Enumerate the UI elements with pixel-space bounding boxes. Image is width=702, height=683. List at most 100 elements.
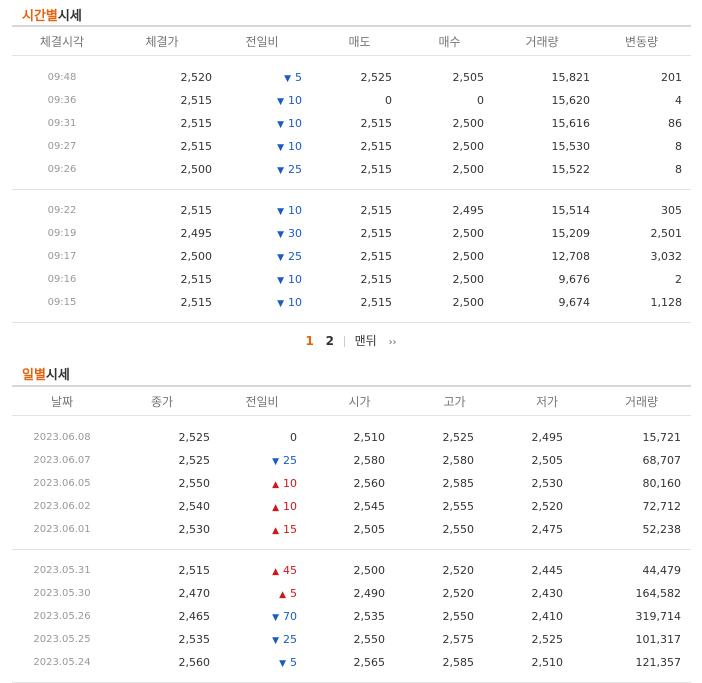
triangle-down-icon: ▼ (279, 659, 286, 669)
hourly-title-accent: 시간별 (22, 9, 58, 24)
table-row: 09:22 2,515 ▼ 10 2,515 2,495 15,514 305 (12, 199, 691, 222)
price-cell: 2,515 (180, 273, 213, 286)
change-value: 25 (288, 250, 302, 263)
close-cell: 2,525 (178, 431, 211, 444)
volume-cell: 12,708 (551, 250, 591, 263)
ask-cell: 2,515 (360, 163, 393, 176)
ask-cell: 2,525 (360, 71, 393, 84)
change-value: 30 (288, 227, 302, 240)
low-cell: 2,520 (531, 500, 564, 513)
high-cell: 2,520 (442, 564, 475, 577)
time-cell: 09:27 (47, 141, 77, 152)
ask-cell: 2,515 (360, 204, 393, 217)
bid-cell: 2,500 (452, 163, 485, 176)
hourly-header-time: 체결시각 (39, 34, 85, 49)
change-value: 10 (288, 296, 302, 309)
change-value: 10 (288, 204, 302, 217)
table-row: 09:27 2,515 ▼ 10 2,515 2,500 15,530 8 (12, 135, 691, 158)
date-cell: 2023.05.24 (33, 657, 91, 668)
hourly-row-group: 09:22 2,515 ▼ 10 2,515 2,495 15,514 305 09:19 2,4… (12, 189, 691, 322)
bid-cell: 2,500 (452, 117, 485, 130)
daily-row-group: 2023.06.08 2,525 0 2,510 2,525 2,495 15,721 202… (12, 416, 691, 549)
last-page-link[interactable]: 맨뒤 (354, 334, 377, 348)
bid-cell: 2,495 (452, 204, 485, 217)
ask-cell: 2,515 (360, 250, 393, 263)
daily-header-high: 고가 (443, 394, 466, 409)
volume-cell: 15,620 (551, 94, 591, 107)
hourly-table: 체결시각 체결가 전일비 매도 매수 거래량 변동량 09:48 2,520 ▼ 5 2,525 2,… (12, 25, 691, 323)
daily-header-open: 시가 (348, 394, 371, 409)
change-cell: ▼ 70 (210, 610, 297, 623)
volume-cell: 15,530 (551, 140, 591, 153)
time-cell: 09:19 (47, 228, 77, 239)
volume-cell: 15,522 (551, 163, 591, 176)
change-value: 10 (283, 500, 297, 513)
delta-cell: 201 (661, 71, 682, 84)
delta-cell: 8 (675, 163, 682, 176)
volume-cell: 68,707 (642, 454, 682, 467)
high-cell: 2,580 (442, 454, 475, 467)
close-cell: 2,465 (178, 610, 211, 623)
daily-section-title: 일별시세 (22, 364, 70, 383)
date-cell: 2023.05.26 (33, 611, 91, 622)
triangle-up-icon: ▲ (272, 503, 279, 513)
volume-cell: 80,160 (642, 477, 682, 490)
change-cell: ▲ 10 (210, 477, 297, 490)
triangle-down-icon: ▼ (277, 230, 284, 240)
change-cell: ▼ 25 (212, 250, 302, 263)
table-row: 09:17 2,500 ▼ 25 2,515 2,500 12,708 3,032 (12, 245, 691, 268)
change-cell: ▲ 5 (210, 587, 297, 600)
change-cell: ▼ 5 (210, 656, 297, 669)
open-cell: 2,580 (353, 454, 386, 467)
hourly-section-title: 시간별시세 (22, 5, 82, 24)
bid-cell: 2,505 (452, 71, 485, 84)
change-value: 10 (288, 140, 302, 153)
next-arrow-icon[interactable]: ›› (388, 337, 397, 348)
close-cell: 2,525 (178, 454, 211, 467)
close-cell: 2,560 (178, 656, 211, 669)
change-cell: ▼ 25 (210, 454, 297, 467)
hourly-header-change: 전일비 (245, 34, 279, 49)
table-row: 2023.05.30 2,470 ▲ 5 2,490 2,520 2,430 164,582 (12, 582, 691, 605)
close-cell: 2,550 (178, 477, 211, 490)
bid-cell: 2,500 (452, 296, 485, 309)
triangle-down-icon: ▼ (272, 613, 279, 623)
time-cell: 09:22 (47, 205, 77, 216)
change-value: 25 (283, 633, 297, 646)
volume-cell: 15,209 (551, 227, 591, 240)
open-cell: 2,545 (353, 500, 386, 513)
pager-divider (343, 336, 345, 347)
delta-cell: 3,032 (650, 250, 683, 263)
close-cell: 2,530 (178, 523, 211, 536)
change-cell: ▼ 30 (212, 227, 302, 240)
table-row: 2023.05.24 2,560 ▼ 5 2,565 2,585 2,510 121,357 (12, 651, 691, 674)
daily-title-accent: 일별 (22, 368, 46, 383)
change-cell: ▼ 5 (212, 71, 302, 84)
hourly-header-volume: 거래량 (525, 34, 559, 49)
page-2-link[interactable]: 2 (325, 334, 334, 348)
price-cell: 2,515 (180, 117, 213, 130)
hourly-table-body: 09:48 2,520 ▼ 5 2,525 2,505 15,821 201 09:36 2,51… (12, 56, 691, 323)
low-cell: 2,495 (531, 431, 564, 444)
time-cell: 09:36 (47, 95, 77, 106)
high-cell: 2,550 (442, 610, 475, 623)
delta-cell: 2,501 (650, 227, 683, 240)
low-cell: 2,505 (531, 454, 564, 467)
open-cell: 2,560 (353, 477, 386, 490)
delta-cell: 4 (675, 94, 682, 107)
high-cell: 2,585 (442, 477, 475, 490)
change-value: 45 (283, 564, 297, 577)
triangle-up-icon: ▲ (272, 480, 279, 490)
bid-cell: 0 (477, 94, 484, 107)
table-row: 09:15 2,515 ▼ 10 2,515 2,500 9,674 1,128 (12, 291, 691, 314)
hourly-row-group: 09:48 2,520 ▼ 5 2,525 2,505 15,821 201 09:36 2,51… (12, 56, 691, 189)
triangle-down-icon: ▼ (277, 97, 284, 107)
time-cell: 09:48 (47, 72, 77, 83)
daily-table-header: 날짜 종가 전일비 시가 고가 저가 거래량 (12, 385, 691, 416)
table-row: 09:26 2,500 ▼ 25 2,515 2,500 15,522 8 (12, 158, 691, 181)
volume-cell: 44,479 (642, 564, 682, 577)
hourly-table-end (12, 322, 691, 323)
triangle-up-icon: ▲ (272, 567, 279, 577)
page-1-link[interactable]: 1 (305, 334, 314, 348)
time-cell: 09:31 (47, 118, 77, 129)
